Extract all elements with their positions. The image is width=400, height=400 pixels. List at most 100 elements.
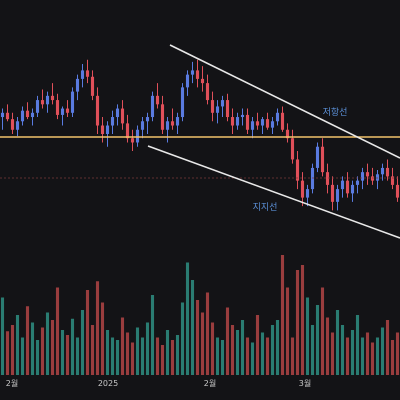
volume-bar bbox=[145, 322, 150, 375]
volume-bar bbox=[195, 300, 200, 375]
candle-body bbox=[5, 112, 10, 120]
candle-body bbox=[135, 129, 140, 143]
candle-body bbox=[95, 95, 100, 126]
candle-body bbox=[255, 121, 260, 126]
x-tick-label: 3월 bbox=[299, 378, 311, 388]
volume-bar bbox=[20, 337, 25, 375]
candle-body bbox=[165, 121, 170, 130]
volume-bar bbox=[210, 322, 215, 375]
volume-bar bbox=[395, 332, 400, 375]
candle-body bbox=[160, 104, 165, 130]
candle-body bbox=[150, 95, 155, 118]
candle-body bbox=[245, 114, 250, 130]
candle-body bbox=[210, 100, 215, 113]
candle-body bbox=[355, 180, 360, 185]
candle-body bbox=[140, 121, 145, 130]
candle-body bbox=[375, 174, 380, 181]
volume-bar bbox=[45, 312, 50, 375]
candle-body bbox=[310, 167, 315, 190]
candle-body bbox=[280, 112, 285, 130]
volume-bar bbox=[325, 317, 330, 375]
volume-bar bbox=[370, 342, 375, 375]
volume-bar bbox=[165, 330, 170, 375]
volume-bar bbox=[355, 315, 360, 375]
volume-bar bbox=[110, 337, 115, 375]
volume-bar bbox=[40, 327, 45, 375]
volume-bar bbox=[125, 332, 130, 375]
candle-body bbox=[50, 95, 55, 101]
candle-body bbox=[45, 95, 50, 105]
volume-bar bbox=[280, 255, 285, 375]
volume-bar bbox=[285, 287, 290, 375]
candle-body bbox=[110, 117, 115, 126]
volume-bar bbox=[200, 312, 205, 375]
volume-bar bbox=[120, 317, 125, 375]
volume-bar bbox=[365, 332, 370, 375]
volume-bar bbox=[5, 331, 10, 375]
volume-bar bbox=[55, 287, 60, 375]
candle-body bbox=[315, 146, 320, 168]
volume-bar bbox=[50, 320, 55, 375]
volume-bar bbox=[305, 297, 310, 375]
candle-body bbox=[70, 91, 75, 113]
candle-body bbox=[380, 167, 385, 175]
candle-body bbox=[180, 87, 185, 118]
candle-body bbox=[90, 76, 95, 96]
volume-bar bbox=[390, 340, 395, 375]
candle-body bbox=[200, 78, 205, 84]
volume-bar bbox=[130, 342, 135, 375]
candle-body bbox=[360, 172, 365, 181]
volume-bar bbox=[180, 302, 185, 375]
candle-body bbox=[285, 129, 290, 139]
candle-body bbox=[20, 110, 25, 122]
volume-bar bbox=[65, 335, 70, 375]
volume-bar bbox=[345, 337, 350, 375]
x-tick-label: 2월 bbox=[6, 378, 18, 388]
candle-body bbox=[120, 108, 125, 124]
volume-bar bbox=[10, 325, 15, 375]
x-tick-label: 2월 bbox=[204, 378, 216, 388]
volume-bar bbox=[170, 340, 175, 375]
price-pane bbox=[0, 59, 400, 211]
volume-bar bbox=[140, 337, 145, 375]
volume-bar bbox=[25, 306, 30, 375]
volume-bar bbox=[80, 310, 85, 375]
volume-bar bbox=[255, 315, 260, 375]
candle-body bbox=[205, 83, 210, 101]
candle-body bbox=[265, 119, 270, 128]
volume-pane bbox=[0, 255, 400, 375]
volume-bar bbox=[225, 307, 230, 375]
candle-body bbox=[35, 100, 40, 113]
volume-bar bbox=[115, 340, 120, 375]
resistance-label: 저항선 bbox=[323, 107, 348, 118]
candle-body bbox=[395, 184, 400, 198]
candle-body bbox=[175, 117, 180, 126]
candle-body bbox=[225, 100, 230, 118]
volume-bar bbox=[380, 327, 385, 375]
volume-bar bbox=[260, 332, 265, 375]
volume-bar bbox=[250, 342, 255, 375]
candle-body bbox=[295, 159, 300, 181]
candle-body bbox=[240, 114, 245, 118]
volume-bar bbox=[15, 315, 20, 375]
candle-body bbox=[80, 70, 85, 79]
volume-bar bbox=[265, 337, 270, 375]
volume-bar bbox=[220, 340, 225, 375]
candle-body bbox=[345, 180, 350, 194]
volume-bar bbox=[215, 337, 220, 375]
candle-body bbox=[335, 189, 340, 202]
volume-bar bbox=[30, 322, 35, 375]
candle-body bbox=[40, 100, 45, 105]
volume-bar bbox=[350, 330, 355, 375]
volume-bar bbox=[160, 345, 165, 375]
candle-body bbox=[85, 70, 90, 77]
candle-body bbox=[390, 176, 395, 185]
candle-body bbox=[65, 108, 70, 113]
volume-bar bbox=[0, 297, 5, 375]
volume-bar bbox=[335, 310, 340, 375]
candle-body bbox=[190, 70, 195, 75]
volume-bar bbox=[150, 295, 155, 375]
volume-bar bbox=[290, 337, 295, 375]
candle-body bbox=[370, 176, 375, 181]
candle-body bbox=[25, 110, 30, 118]
